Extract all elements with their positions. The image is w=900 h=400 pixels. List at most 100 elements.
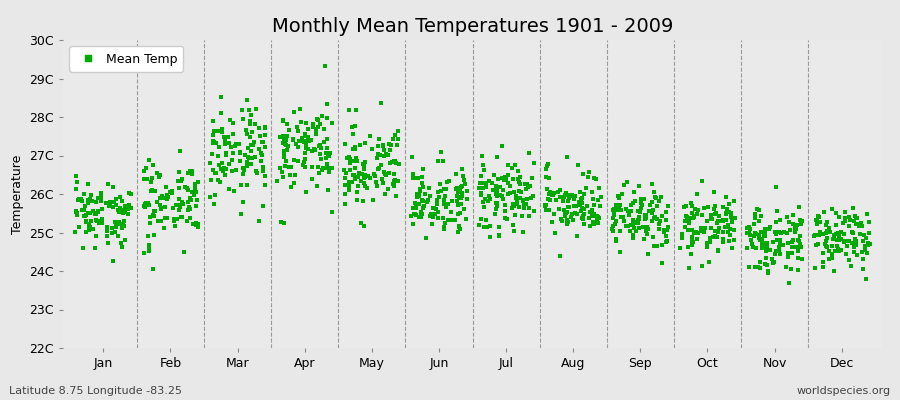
Point [424, 211, 438, 217]
Point [560, 208, 574, 215]
Point [453, 226, 467, 232]
Point [176, 201, 191, 208]
Point [242, 155, 256, 161]
Point [387, 158, 401, 164]
Point [744, 237, 759, 244]
Point [553, 187, 567, 193]
Point [482, 193, 496, 200]
Point [180, 184, 194, 191]
Point [95, 216, 110, 222]
Point [146, 212, 160, 218]
Point [258, 172, 273, 179]
Point [186, 192, 201, 199]
Point [172, 206, 186, 213]
Point [758, 233, 772, 240]
Point [850, 221, 865, 227]
Point [517, 202, 531, 208]
Point [607, 209, 621, 216]
Point [320, 145, 335, 151]
Point [626, 235, 640, 242]
Point [255, 158, 269, 164]
Point [449, 171, 464, 178]
Point [382, 170, 397, 176]
Point [541, 161, 555, 167]
Point [363, 174, 377, 181]
Point [285, 136, 300, 142]
Point [655, 212, 670, 219]
Point [844, 263, 859, 269]
Point [225, 157, 239, 164]
Point [414, 208, 428, 215]
Point [244, 161, 258, 167]
Point [206, 118, 220, 125]
Point [820, 219, 834, 226]
Point [381, 152, 395, 158]
Point [703, 234, 717, 241]
Point [580, 202, 594, 209]
Point [425, 221, 439, 228]
Point [611, 195, 625, 201]
Point [592, 185, 607, 191]
Point [785, 239, 799, 245]
Point [347, 176, 362, 182]
Point [204, 150, 219, 157]
Point [308, 147, 322, 154]
Point [301, 146, 315, 152]
Point [760, 268, 775, 274]
Point [627, 220, 642, 226]
Point [76, 207, 91, 213]
Point [516, 198, 530, 204]
Point [206, 138, 220, 145]
Point [219, 152, 233, 158]
Point [508, 227, 522, 234]
Point [616, 182, 631, 188]
Point [220, 134, 235, 140]
Point [562, 194, 576, 201]
Point [613, 202, 627, 208]
Point [645, 218, 660, 224]
Point [221, 140, 236, 147]
Point [559, 154, 573, 160]
Point [740, 230, 754, 237]
Point [477, 166, 491, 173]
Point [570, 232, 584, 239]
Point [716, 218, 731, 225]
Point [759, 255, 773, 261]
Point [515, 213, 529, 219]
Point [320, 115, 334, 122]
Point [248, 154, 263, 160]
Point [780, 230, 795, 236]
Point [689, 236, 704, 242]
Point [207, 170, 221, 177]
Point [607, 212, 621, 218]
Point [860, 276, 874, 282]
Point [209, 140, 223, 146]
Point [257, 132, 272, 139]
Point [87, 210, 102, 217]
Point [771, 228, 786, 235]
Point [575, 205, 590, 211]
Point [158, 215, 172, 221]
Point [449, 186, 464, 192]
Point [441, 216, 455, 223]
Point [70, 209, 85, 216]
Point [355, 170, 369, 177]
Point [745, 241, 760, 248]
Point [809, 220, 824, 227]
Point [364, 145, 379, 152]
Point [147, 213, 161, 220]
Point [252, 125, 266, 132]
Point [322, 169, 337, 175]
Point [211, 128, 225, 134]
Point [360, 185, 374, 192]
Point [218, 172, 232, 178]
Point [71, 197, 86, 204]
Point [769, 231, 783, 238]
Point [618, 222, 633, 229]
Point [483, 223, 498, 229]
Point [100, 233, 114, 239]
Point [491, 231, 506, 238]
Point [850, 252, 864, 258]
Point [685, 210, 699, 216]
Point [860, 242, 875, 248]
